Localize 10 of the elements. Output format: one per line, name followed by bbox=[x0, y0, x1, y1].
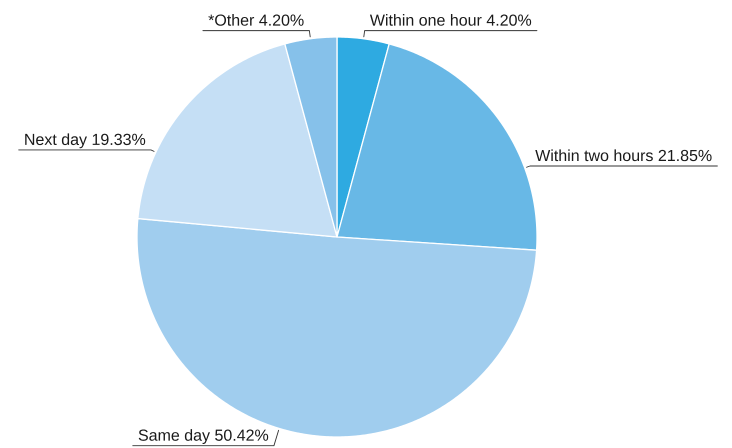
data-label: 21.85% bbox=[658, 150, 712, 162]
data-label: 50.42% bbox=[215, 430, 268, 441]
slice-label: Same day bbox=[138, 429, 210, 444]
slice-label: *Other bbox=[208, 14, 254, 26]
slice-label: Next day bbox=[25, 133, 87, 148]
data-label: 19.33% bbox=[92, 134, 146, 146]
data-label: 4.20% bbox=[486, 14, 532, 26]
slice-label: Within one hour bbox=[370, 14, 482, 26]
data-label: 4.20% bbox=[259, 14, 304, 26]
slice-label: Within two hours bbox=[535, 149, 653, 162]
